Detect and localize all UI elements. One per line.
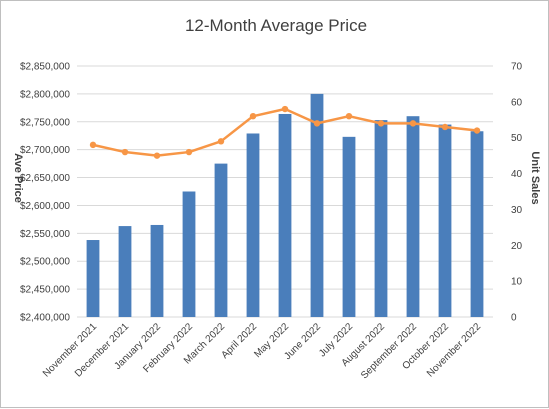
bar: [246, 133, 260, 317]
right-tick-label: 70: [511, 62, 523, 73]
bar: [214, 163, 228, 317]
bar: [86, 240, 100, 317]
line-point: [345, 113, 353, 120]
line-point: [249, 113, 257, 120]
right-tick-label: 20: [511, 241, 523, 252]
left-tick-label: $2,500,000: [20, 257, 70, 268]
x-tick-label: November 2021: [41, 321, 99, 379]
left-tick-label: $2,750,000: [20, 117, 70, 128]
right-tick-label: 60: [511, 97, 523, 108]
bar: [278, 113, 292, 317]
line-series: [89, 105, 481, 159]
left-tick-label: $2,600,000: [20, 201, 70, 212]
line-point: [153, 152, 161, 159]
right-tick-label: 0: [511, 313, 517, 324]
line-point: [281, 105, 289, 113]
bar: [470, 131, 484, 317]
bar-series: [86, 93, 484, 317]
left-tick-label: $2,800,000: [20, 89, 70, 100]
bar: [342, 136, 356, 317]
line-point: [121, 148, 129, 156]
bar: [374, 120, 388, 317]
left-tick-label: $2,550,000: [20, 229, 70, 240]
bar: [406, 116, 420, 317]
left-tick-label: $2,850,000: [20, 62, 70, 73]
line-point: [409, 120, 417, 127]
x-tick-label: April 2022: [220, 321, 260, 361]
line-point: [473, 127, 481, 134]
bar: [438, 124, 452, 317]
right-tick-label: 10: [511, 277, 523, 288]
left-tick-label: $2,450,000: [20, 285, 70, 296]
chart-title: 12-Month Average Price: [185, 16, 367, 35]
bar: [150, 224, 164, 317]
line-point: [217, 138, 225, 145]
left-tick-label: $2,650,000: [20, 173, 70, 184]
line-point: [89, 141, 97, 149]
bar: [310, 93, 324, 317]
right-axis-ticks: 0 10 20 30 40 50 60 70: [511, 62, 523, 324]
right-tick-label: 30: [511, 205, 523, 216]
left-axis-ticks: $2,400,000 $2,450,000 $2,500,000 $2,550,000…: [20, 62, 70, 324]
line-point: [313, 120, 321, 127]
x-tick-label: September 2022: [359, 321, 419, 381]
left-tick-label: $2,700,000: [20, 145, 70, 156]
bar: [118, 226, 132, 317]
right-tick-label: 40: [511, 169, 523, 180]
line-point: [185, 148, 193, 156]
right-tick-label: 50: [511, 133, 523, 144]
line-point: [441, 123, 449, 131]
left-axis-title: Ave Price: [12, 153, 24, 203]
line-point: [377, 120, 385, 127]
left-tick-label: $2,400,000: [20, 313, 70, 324]
bar: [182, 191, 196, 317]
right-axis-title: Unit Sales: [529, 151, 541, 204]
